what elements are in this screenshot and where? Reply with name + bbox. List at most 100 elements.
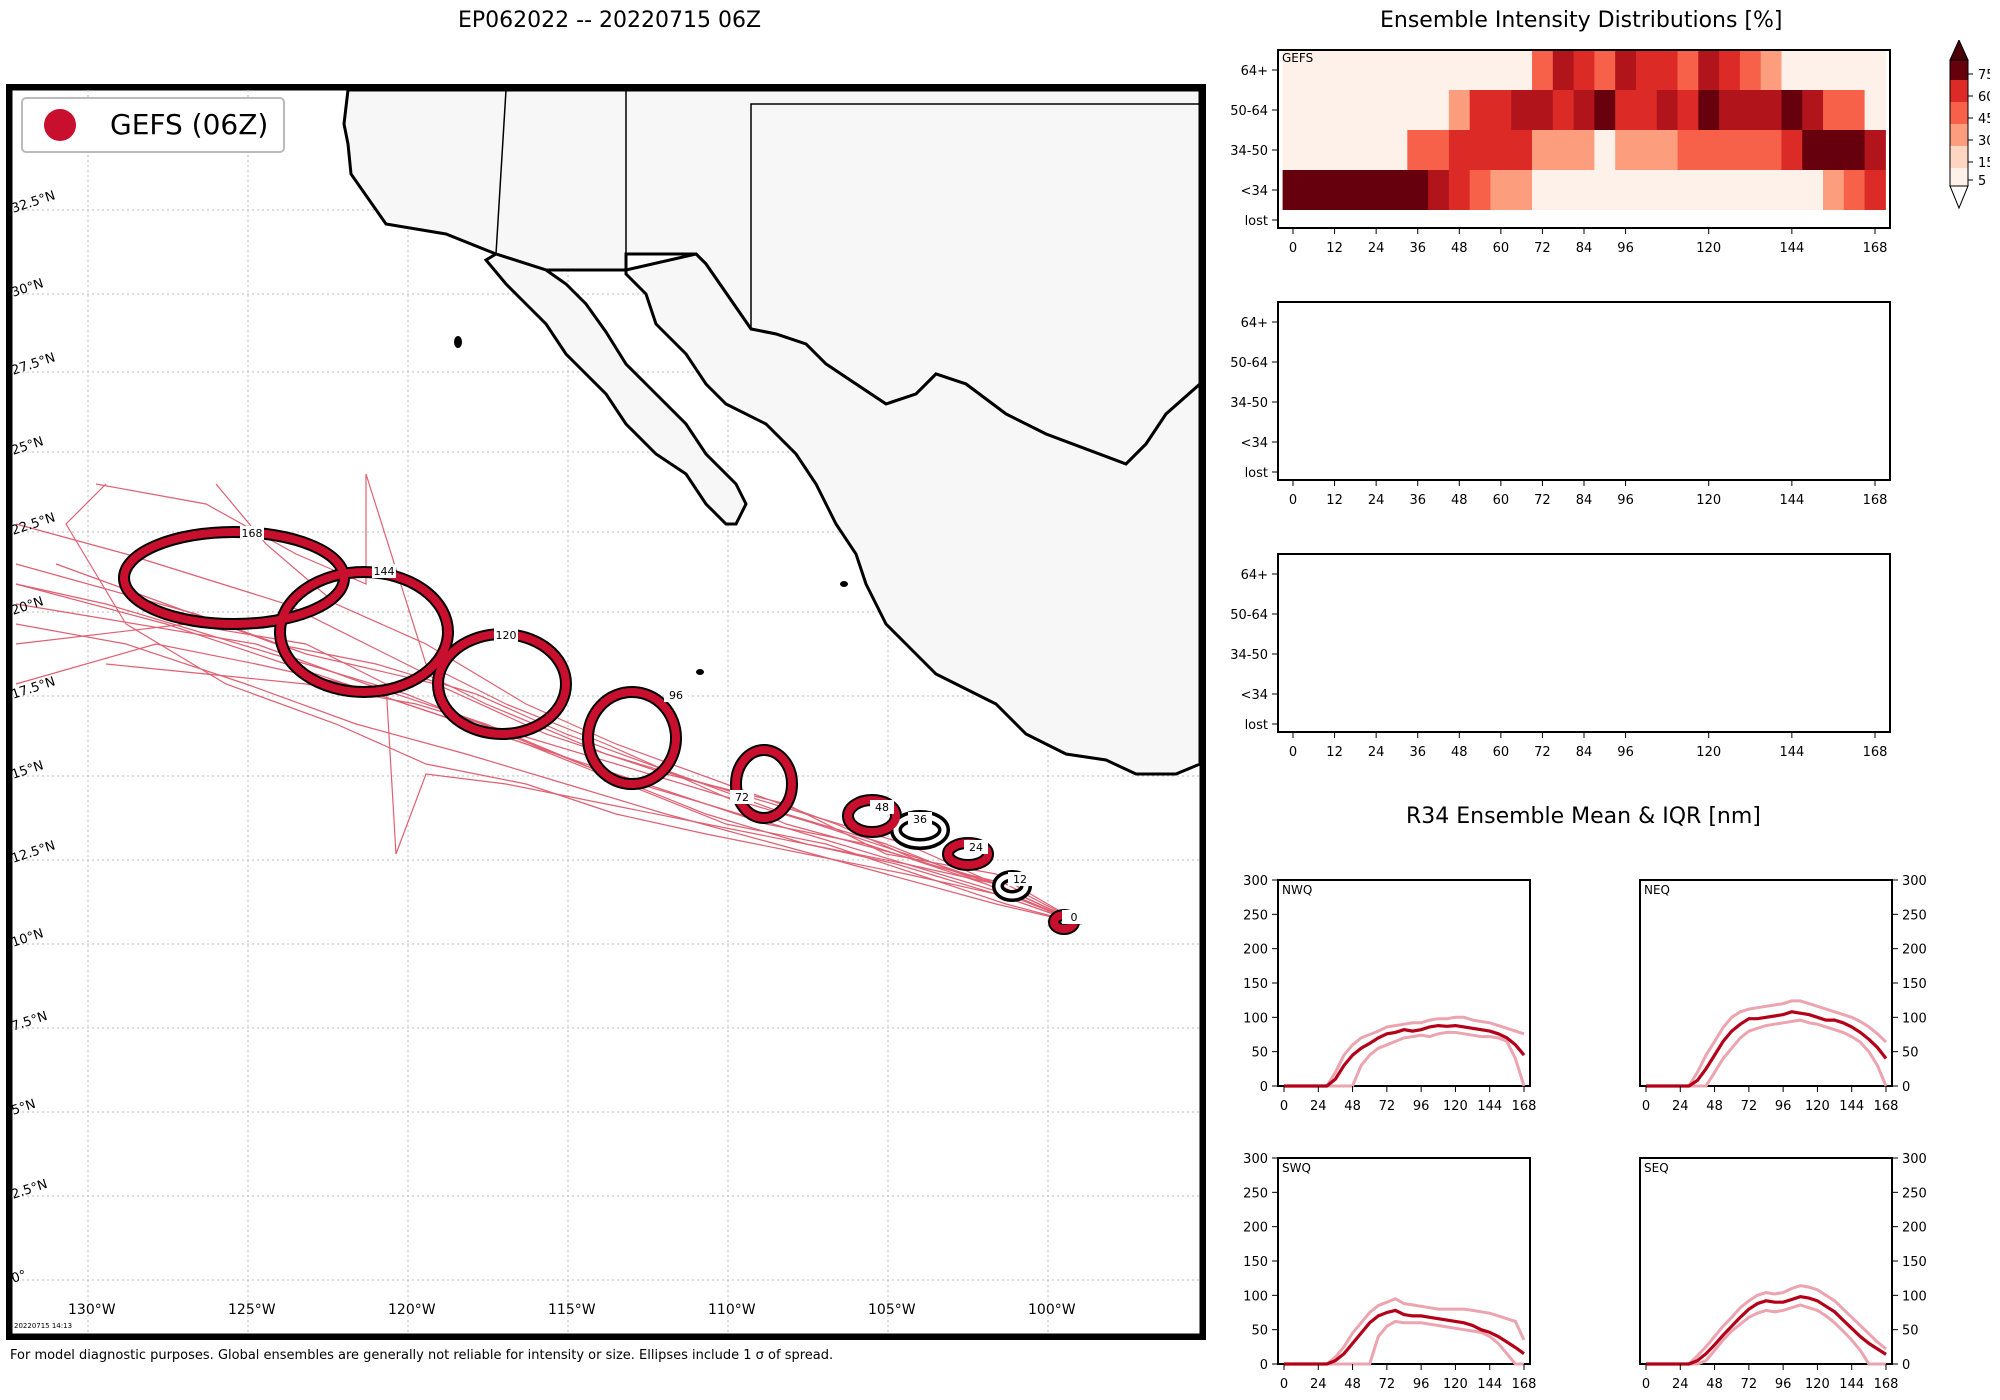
r34-series-line [1284,1308,1525,1366]
heatmap-cell [1656,90,1679,130]
svg-text:72: 72 [735,791,749,804]
heatmap-cell [1594,170,1616,210]
x-tick-label: 24 [1672,1099,1689,1114]
x-tick-label: 0 [1280,1377,1288,1392]
x-tick-label: 84 [1576,241,1593,256]
heatmap-cell [1760,50,1782,90]
heatmap-cell [1428,130,1450,170]
y-tick-label: 150 [1243,1255,1268,1270]
x-tick-label: 60 [1493,241,1510,256]
colorbar-tick: 5 [1978,174,1986,189]
border-lines [495,89,1200,329]
heatmap-cell [1594,50,1616,90]
x-tick-label: 168 [1512,1377,1537,1392]
heatmap-cell [1532,90,1554,130]
heatmap-cell [1656,170,1679,210]
x-tick-label: 72 [1534,493,1551,508]
quadrant-label: NWQ [1282,883,1312,897]
x-tick-label: 12 [1326,241,1343,256]
x-tick-label: 12 [1326,493,1343,508]
heatmap-cell [1303,90,1325,130]
heatmap-cell [1864,50,1886,90]
colorbar-tick: 30 [1978,134,1990,149]
heatmap-cell [1573,50,1595,90]
y-tick-label: 150 [1902,1255,1927,1270]
heatmap-cell [1698,170,1720,210]
heatmap-cell [1386,50,1408,90]
heatmap-cell [1635,130,1658,170]
heatmap-cell [1677,130,1699,170]
x-tick-label: 48 [1451,241,1468,256]
heatmap-cell [1573,130,1595,170]
row-label: lost [1245,466,1268,481]
r34-panel: NEQ 0 50 100 150 200 250 300 0 24 48 72 96 120 144 168 [1639,874,1927,1114]
heatmap-cell [1324,170,1346,210]
heatmap-cell [1843,90,1866,130]
row-label: 34-50 [1230,396,1268,411]
heatmap-cell [1594,130,1616,170]
lon-label: 100°W [1028,1302,1076,1318]
intensity-panels: GEFS 64+ 50-64 34-50 <34 lost 0 12 24 36 48 60 72 84 9… [1230,40,1990,760]
x-tick-label: 24 [1368,493,1385,508]
heatmap-cell [1781,50,1803,90]
heatmap-cell [1365,50,1388,90]
x-tick-label: 144 [1779,241,1804,256]
y-tick-label: 100 [1243,1289,1268,1304]
y-tick-label: 300 [1243,1152,1268,1167]
x-tick-label: 120 [1443,1099,1468,1114]
lon-label: 130°W [68,1302,116,1318]
heatmap-cell [1823,90,1845,130]
island-guadalupe [454,336,462,348]
heatmap-cell [1282,50,1304,90]
x-tick-label: 168 [1512,1099,1537,1114]
heatmap-cell [1843,170,1866,210]
row-label: lost [1245,214,1268,229]
x-tick-label: 144 [1779,493,1804,508]
y-tick-label: 200 [1902,1221,1927,1236]
heatmap-cell [1469,50,1491,90]
x-tick-label: 48 [1451,493,1468,508]
r34-panel: SEQ 0 50 100 150 200 250 300 0 24 48 72 96 120 144 168 [1639,1152,1927,1392]
y-tick-label: 50 [1251,1046,1268,1061]
heatmap-cell [1511,90,1533,130]
r34-title: R34 Ensemble Mean & IQR [nm] [1406,804,1761,829]
row-label: 50-64 [1230,608,1268,623]
heatmap-cell [1656,50,1679,90]
lon-label: 110°W [708,1302,756,1318]
heatmap-cell [1428,90,1450,130]
heatmap-cell [1739,50,1762,90]
heatmap-cell [1303,130,1325,170]
map-stamp: 20220715 14:13 [14,1322,73,1330]
x-tick-label: 120 [1696,745,1721,760]
r34-panel: SWQ 0 50 100 150 200 250 300 0 24 48 72 96 120 144 168 [1243,1152,1536,1392]
heatmap-cell [1552,130,1575,170]
heatmap-cell [1532,170,1554,210]
y-tick-label: 300 [1902,874,1927,889]
y-tick-label: 0 [1260,1080,1268,1095]
heatmap-cell [1760,90,1782,130]
heatmap-cell [1698,50,1720,90]
x-tick-label: 120 [1696,241,1721,256]
lon-label: 125°W [228,1302,276,1318]
r34-series-line [1284,1023,1526,1088]
heatmap-cell [1635,50,1658,90]
heatmap-cell [1386,130,1408,170]
row-label: <34 [1241,688,1268,703]
x-tick-label: 24 [1368,745,1385,760]
heatmap-cell [1719,170,1741,210]
footnote: For model diagnostic purposes. Global en… [10,1348,834,1363]
heatmap-cell [1698,90,1720,130]
r34-series-line [1646,1295,1887,1366]
lon-label: 120°W [388,1302,436,1318]
heatmap-cell [1615,50,1637,90]
row-label: 34-50 [1230,144,1268,159]
y-tick-label: 250 [1902,908,1927,923]
y-tick-label: 250 [1243,908,1268,923]
heatmap-cell [1823,50,1845,90]
heatmap-cell [1719,50,1741,90]
y-tick-label: 0 [1902,1080,1910,1095]
heatmap-cell [1552,50,1575,90]
heatmap-cell [1511,170,1533,210]
heatmap-cell [1677,90,1699,130]
heatmap-cell [1594,90,1616,130]
